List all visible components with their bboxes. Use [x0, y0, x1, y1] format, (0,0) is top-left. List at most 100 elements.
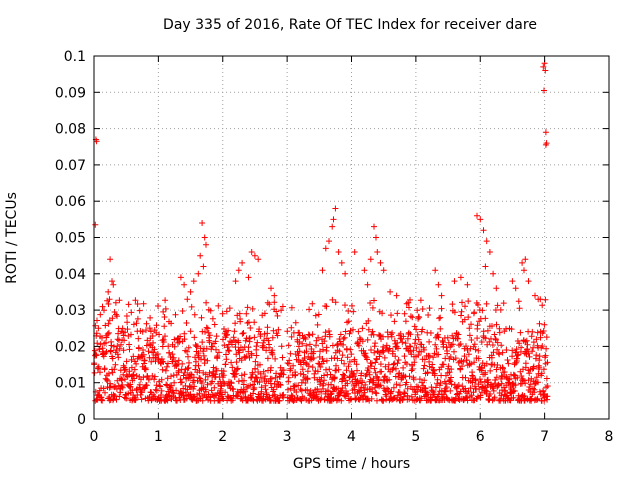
chart-title: Day 335 of 2016, Rate Of TEC Index for r… [163, 17, 537, 33]
data-point [416, 376, 423, 383]
data-point [498, 372, 505, 379]
data-point [264, 330, 271, 337]
data-point [432, 341, 439, 348]
data-point [515, 298, 522, 305]
data-point [354, 367, 360, 374]
data-point [467, 385, 474, 392]
data-point [160, 308, 167, 315]
data-point [329, 296, 336, 303]
data-point [465, 314, 472, 321]
data-point [236, 349, 243, 356]
data-point [318, 395, 325, 402]
data-point [437, 325, 444, 332]
data-point [539, 302, 546, 309]
data-point [233, 351, 240, 358]
data-point [332, 386, 338, 393]
data-point [244, 320, 251, 326]
data-point [490, 270, 497, 277]
data-point [459, 363, 465, 370]
data-point [230, 386, 237, 393]
data-point [165, 360, 171, 367]
data-point [97, 369, 103, 376]
data-point [158, 387, 165, 394]
data-point [387, 288, 394, 295]
data-point [173, 387, 180, 394]
data-point [451, 278, 458, 285]
data-point [102, 322, 109, 329]
data-point [368, 395, 375, 402]
data-point [380, 397, 387, 404]
data-point [340, 341, 347, 348]
data-point [346, 358, 353, 365]
data-point [407, 331, 414, 338]
data-points [91, 60, 551, 404]
x-tick-label: 0 [90, 429, 99, 445]
data-point [219, 310, 226, 317]
data-point [371, 223, 377, 230]
data-point [401, 353, 408, 360]
data-point [321, 338, 328, 345]
data-point [235, 267, 242, 274]
data-point [402, 318, 409, 325]
data-point [518, 344, 525, 351]
data-point [213, 346, 219, 353]
data-point [528, 333, 535, 340]
data-point [239, 330, 246, 337]
data-point [459, 299, 465, 306]
data-point [271, 299, 278, 306]
data-point [142, 366, 149, 373]
data-point [238, 357, 245, 364]
data-point [425, 391, 431, 398]
data-point [394, 360, 401, 367]
data-point [248, 249, 255, 255]
data-point [411, 323, 418, 330]
data-point [99, 303, 106, 310]
data-point [384, 385, 391, 392]
data-point [169, 351, 176, 358]
data-point [159, 343, 166, 350]
data-point [372, 369, 379, 376]
data-point [140, 347, 146, 353]
data-point [414, 307, 421, 314]
data-point [109, 315, 116, 322]
data-point [208, 387, 215, 394]
data-point [516, 340, 523, 347]
data-point [335, 385, 342, 392]
data-point [191, 334, 198, 341]
data-point [512, 285, 519, 292]
x-tick-label: 4 [347, 429, 356, 445]
data-point [228, 380, 235, 387]
data-point [407, 343, 414, 350]
data-point [181, 336, 188, 343]
data-point [235, 378, 242, 385]
data-point [126, 368, 133, 375]
data-point [232, 278, 239, 285]
data-point [120, 347, 127, 354]
data-point [328, 381, 335, 388]
data-point [524, 341, 531, 348]
data-point [197, 252, 204, 259]
y-tick-label: 0.09 [55, 85, 86, 101]
y-tick-label: 0.08 [55, 122, 86, 138]
data-point [279, 303, 286, 310]
data-point [521, 267, 527, 274]
data-point [270, 327, 277, 334]
data-point [475, 347, 482, 354]
data-point [534, 396, 540, 403]
data-point [493, 321, 500, 328]
data-point [136, 307, 143, 314]
data-point [351, 249, 358, 255]
data-point [133, 372, 140, 379]
data-point [151, 376, 158, 383]
data-point [251, 334, 258, 341]
data-point [435, 281, 442, 288]
data-point [309, 331, 316, 338]
data-point [505, 360, 512, 367]
data-point [269, 351, 276, 358]
data-point [312, 312, 319, 319]
data-point [529, 328, 536, 335]
data-point [496, 329, 503, 336]
data-point [145, 376, 152, 383]
data-point [511, 372, 518, 379]
